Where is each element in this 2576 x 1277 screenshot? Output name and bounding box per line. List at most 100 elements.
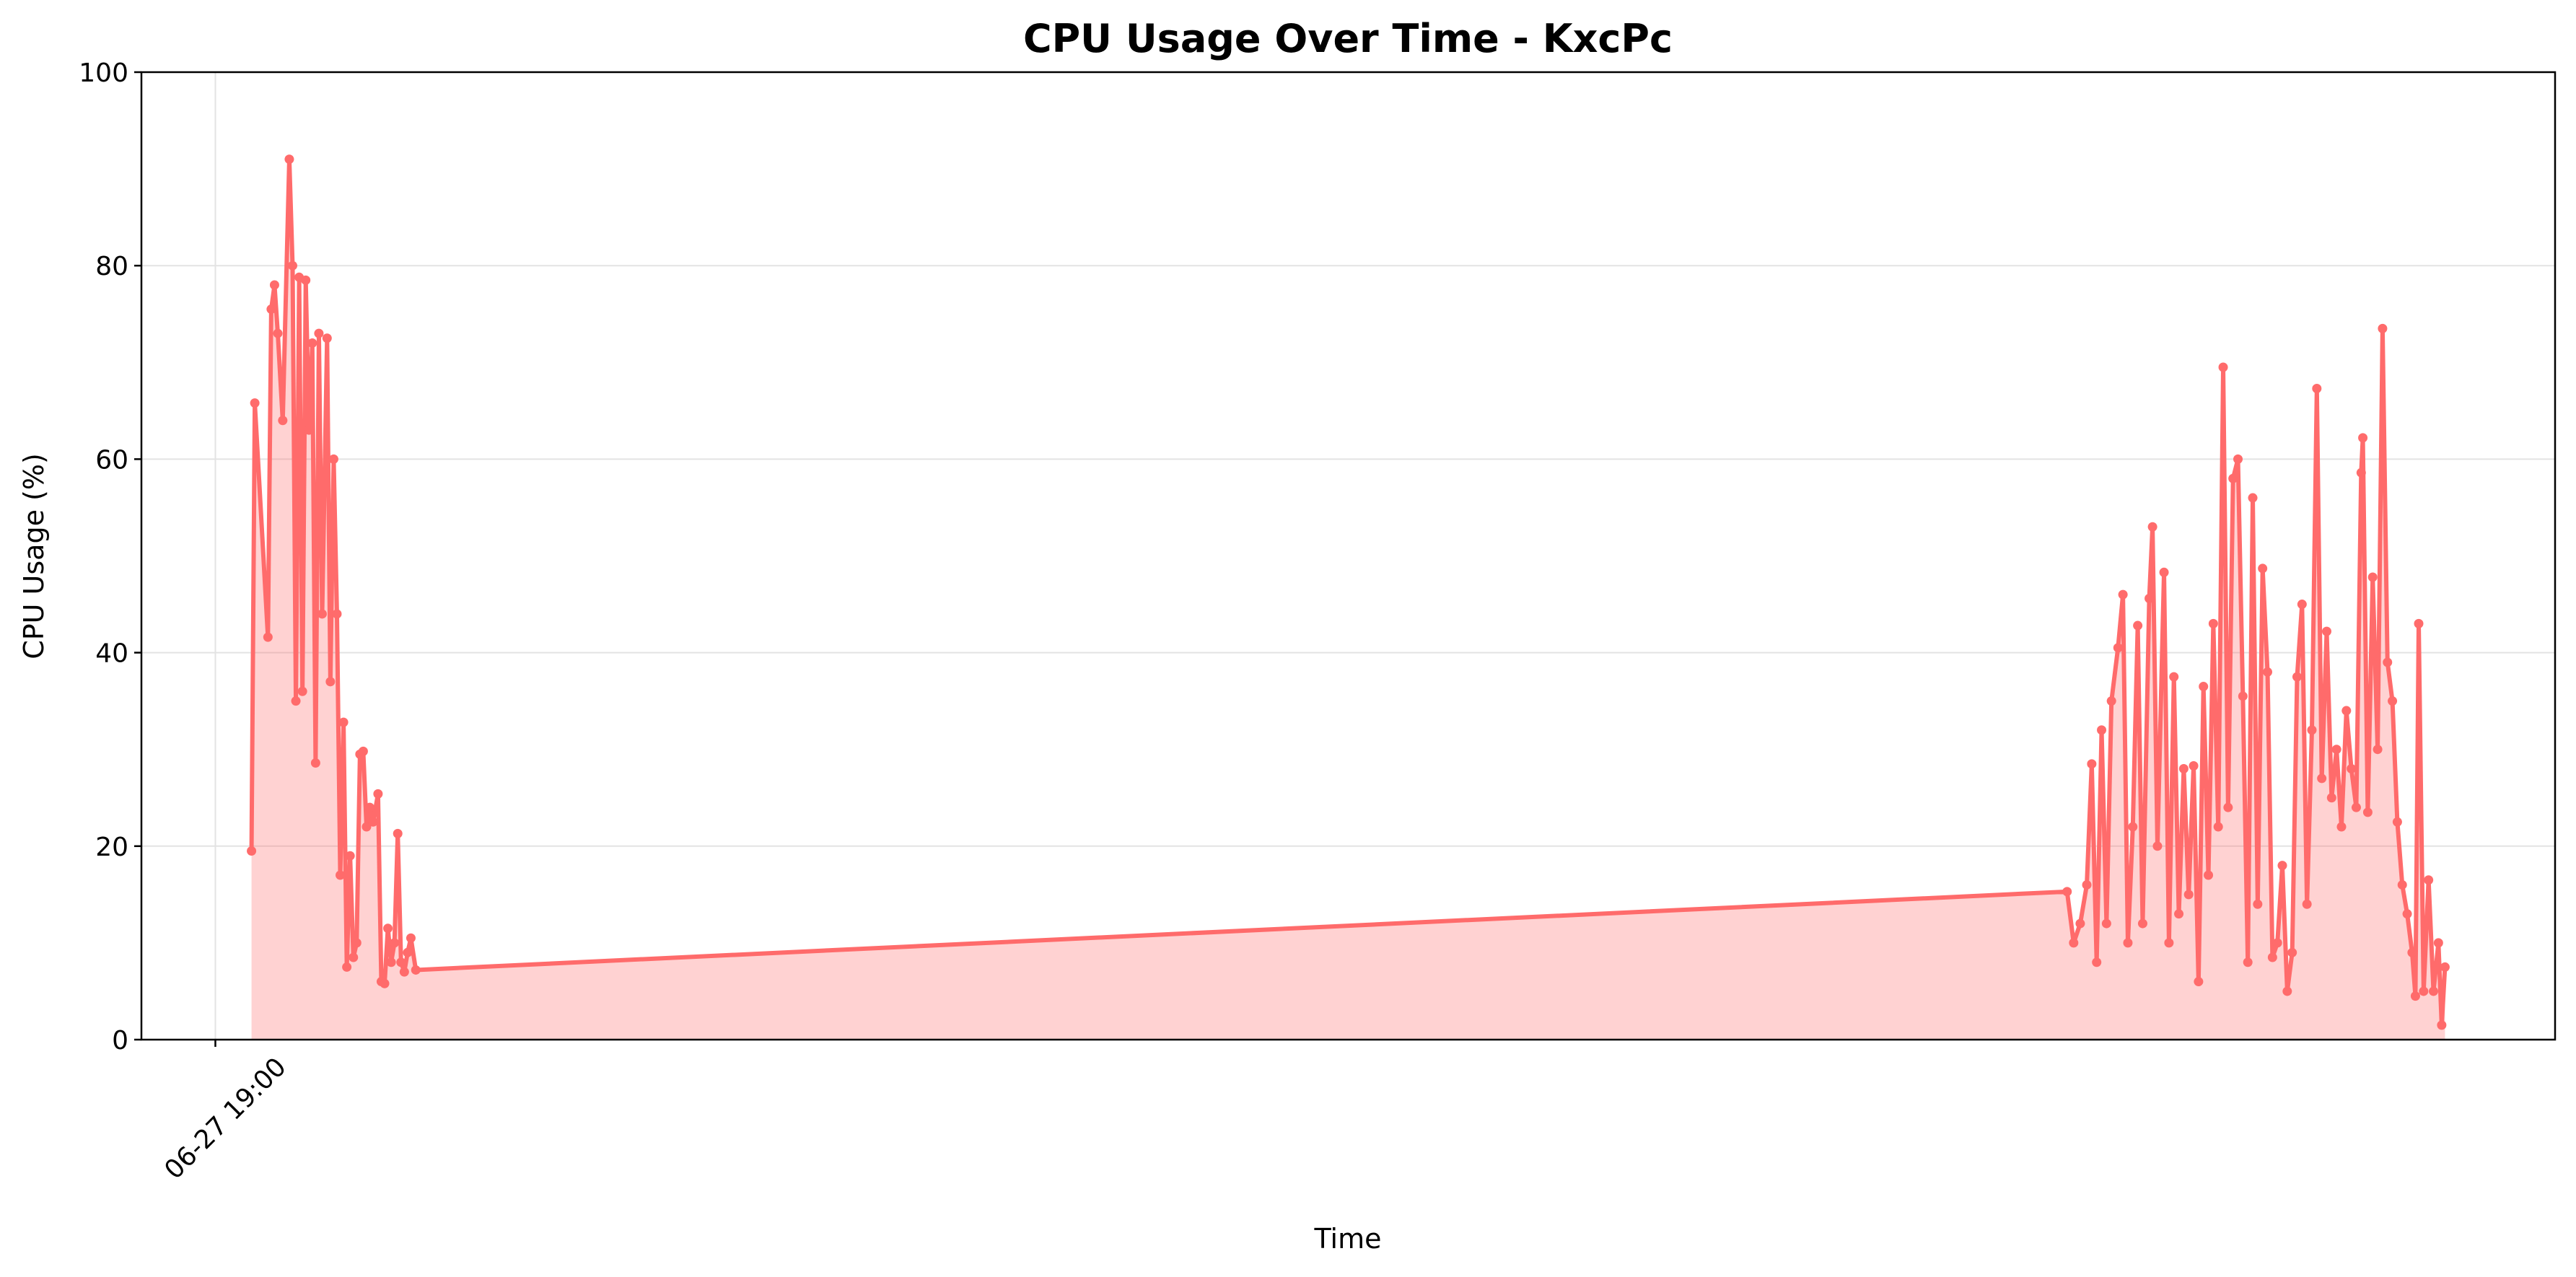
point <box>2347 764 2357 774</box>
point <box>2321 626 2331 636</box>
point <box>338 717 349 727</box>
point <box>2152 841 2163 851</box>
point <box>358 746 368 756</box>
point <box>2331 745 2341 755</box>
point <box>2101 918 2111 929</box>
point <box>2267 952 2277 962</box>
area <box>251 159 2445 1040</box>
point <box>2106 696 2116 706</box>
point <box>2341 706 2352 716</box>
point <box>2097 725 2107 735</box>
point <box>2133 620 2143 631</box>
point <box>2307 725 2317 735</box>
point <box>2373 745 2383 755</box>
point <box>365 802 375 812</box>
point <box>2302 899 2312 909</box>
point <box>2238 691 2248 701</box>
point <box>2174 909 2184 919</box>
point <box>2356 468 2366 478</box>
point <box>266 304 276 315</box>
point <box>2213 822 2223 832</box>
point <box>2407 947 2417 957</box>
point <box>287 260 297 271</box>
point <box>393 828 403 838</box>
y-tick-label: 20 <box>95 833 128 862</box>
point <box>2164 938 2174 948</box>
point <box>2362 807 2373 817</box>
y-tick-label: 0 <box>112 1026 128 1056</box>
point <box>2169 672 2179 682</box>
point <box>269 280 279 290</box>
point <box>2297 600 2307 610</box>
point <box>304 425 314 435</box>
point <box>2069 938 2079 948</box>
point <box>307 338 317 348</box>
point <box>2145 594 2155 604</box>
point <box>2159 567 2169 577</box>
point <box>2402 909 2412 919</box>
point <box>2317 773 2327 784</box>
point <box>2282 986 2292 996</box>
point <box>2082 879 2092 890</box>
point <box>2113 643 2123 653</box>
point <box>2123 938 2133 948</box>
point <box>2388 696 2398 706</box>
point <box>325 677 336 687</box>
point <box>2392 817 2402 827</box>
point <box>2326 793 2336 803</box>
point <box>373 789 383 799</box>
y-axis-label: CPU Usage (%) <box>18 453 50 659</box>
point <box>383 923 393 934</box>
point <box>351 938 362 948</box>
point <box>2287 947 2297 957</box>
point <box>273 328 283 338</box>
point <box>2312 384 2322 394</box>
point <box>2383 657 2393 667</box>
point <box>2367 572 2378 582</box>
x-tick-label: 06-27 19:00 <box>159 1052 292 1185</box>
point <box>368 817 378 827</box>
point <box>2183 890 2194 900</box>
point <box>2397 879 2407 890</box>
y-tick-label: 60 <box>95 445 128 475</box>
point <box>362 822 372 832</box>
point <box>322 333 332 343</box>
point <box>328 454 338 464</box>
point <box>2128 822 2138 832</box>
point <box>301 275 311 285</box>
point <box>2147 522 2157 532</box>
point <box>2178 764 2189 774</box>
point <box>2428 986 2438 996</box>
point <box>2433 938 2443 948</box>
point <box>399 967 409 977</box>
point <box>2277 861 2287 871</box>
point <box>2092 957 2102 967</box>
x-axis-label: Time <box>1314 1223 1382 1255</box>
point <box>284 154 294 164</box>
point <box>406 933 416 943</box>
point <box>2414 618 2424 628</box>
y-tick-label: 40 <box>95 639 128 669</box>
point <box>332 609 342 619</box>
point <box>2243 957 2253 967</box>
point <box>342 962 352 972</box>
point <box>2292 672 2303 682</box>
point <box>336 870 346 880</box>
point <box>2358 433 2368 443</box>
point <box>2437 1020 2447 1030</box>
point <box>314 328 324 338</box>
point <box>2062 887 2072 897</box>
point <box>278 416 288 426</box>
point <box>2272 938 2282 948</box>
point <box>310 758 320 768</box>
point <box>2351 802 2361 812</box>
chart-title: CPU Usage Over Time - KxcPc <box>1023 16 1673 61</box>
point <box>2189 760 2199 771</box>
point <box>297 686 307 696</box>
point <box>2075 918 2085 929</box>
point <box>2204 870 2214 880</box>
point <box>2258 563 2268 574</box>
point <box>2194 977 2204 987</box>
point <box>380 978 390 988</box>
